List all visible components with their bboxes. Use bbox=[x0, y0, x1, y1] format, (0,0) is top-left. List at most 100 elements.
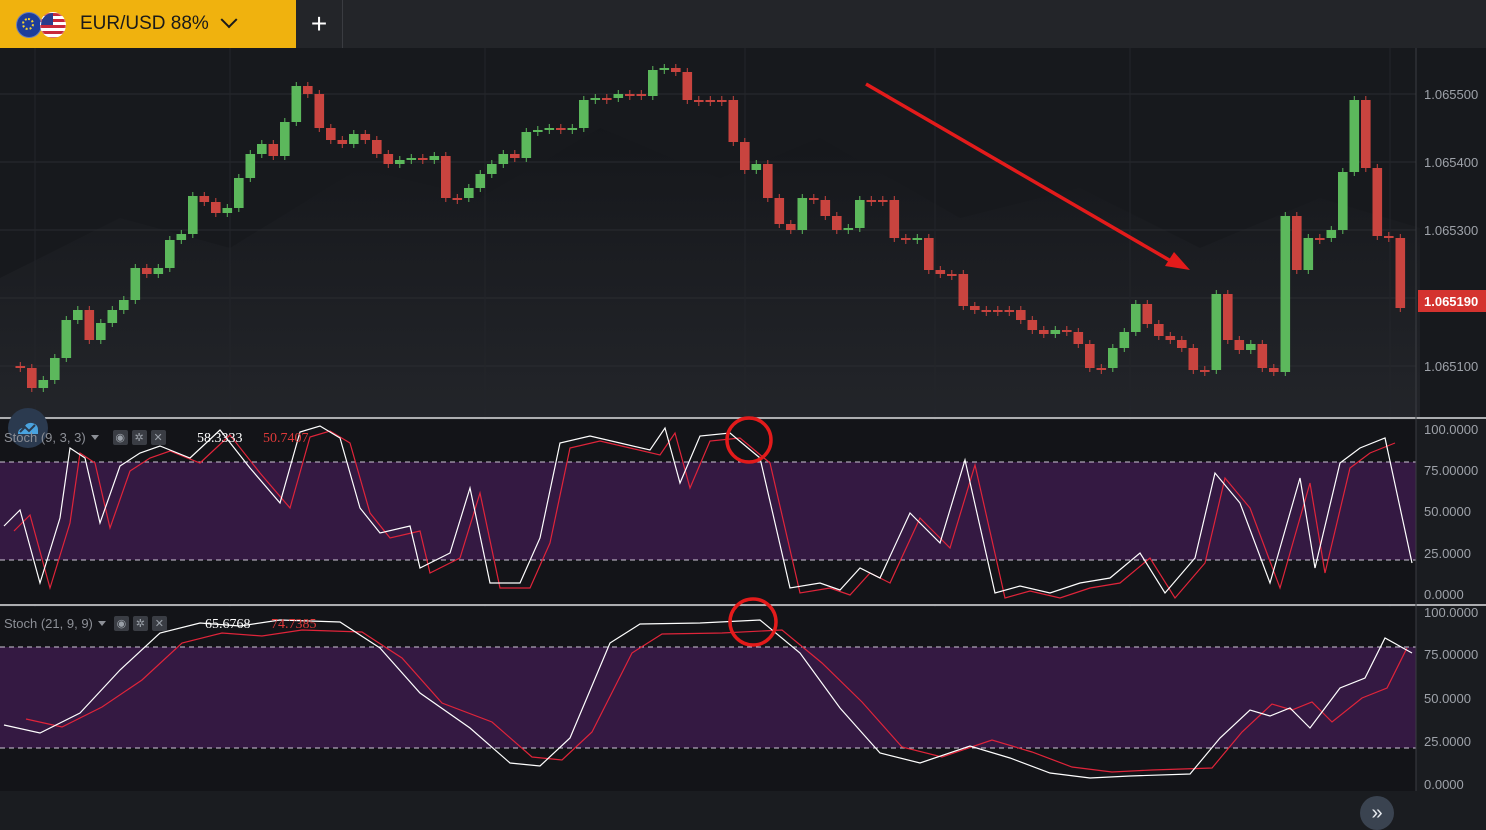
stoch2-tick-label: 100.0000 bbox=[1424, 605, 1478, 620]
candle-body bbox=[717, 100, 727, 102]
stoch1-tick-label: 0.0000 bbox=[1424, 587, 1464, 602]
candle-body bbox=[372, 140, 382, 154]
candle-body bbox=[1384, 236, 1394, 238]
candle-body bbox=[268, 144, 279, 156]
stoch1-tick-label: 50.0000 bbox=[1424, 504, 1471, 519]
candle-body bbox=[843, 228, 854, 230]
candle-body bbox=[855, 200, 865, 228]
chart-canvas[interactable]: 1.065500 1.065400 1.065300 1.065100 100.0000… bbox=[0, 48, 1486, 792]
top-bar: EUR/USD 88% + bbox=[0, 0, 1486, 49]
candle-body bbox=[360, 134, 371, 140]
add-asset-button[interactable]: + bbox=[296, 0, 343, 48]
candle-body bbox=[314, 94, 325, 128]
candle-body bbox=[153, 268, 164, 274]
stoch2-header[interactable]: Stoch (21, 9, 9) ◉ ✲ ✕ bbox=[4, 616, 167, 631]
stoch2-k-line bbox=[3, 619, 1413, 779]
candle-body bbox=[602, 98, 612, 100]
eye-icon[interactable]: ◉ bbox=[112, 430, 128, 445]
candle-body bbox=[464, 188, 474, 198]
cloud-logo-icon[interactable] bbox=[8, 408, 48, 448]
candle-body bbox=[234, 178, 244, 208]
candle-body bbox=[1372, 168, 1383, 236]
candle-body bbox=[958, 274, 969, 306]
asset-tab[interactable]: EUR/USD 88% bbox=[0, 0, 296, 48]
candle-body bbox=[15, 366, 26, 368]
gear-icon[interactable]: ✲ bbox=[131, 430, 147, 445]
candle-body bbox=[832, 216, 842, 230]
candle-body bbox=[625, 94, 635, 96]
candle-body bbox=[498, 154, 509, 164]
candle-body bbox=[337, 140, 348, 144]
candle-body bbox=[199, 196, 210, 202]
candle-body bbox=[142, 268, 152, 274]
candle-body bbox=[1050, 330, 1061, 334]
candle-body bbox=[521, 132, 532, 158]
chevron-down-icon[interactable] bbox=[220, 11, 238, 29]
candle-body bbox=[912, 238, 923, 240]
stoch1-d-value: 50.7407 bbox=[263, 431, 309, 446]
candle-body bbox=[981, 310, 992, 312]
candle-body bbox=[970, 306, 980, 310]
candle-body bbox=[1246, 344, 1256, 350]
candle-body bbox=[38, 380, 49, 388]
candle-body bbox=[901, 238, 911, 240]
candle-body bbox=[27, 368, 37, 388]
candle-body bbox=[728, 100, 739, 142]
candle-body bbox=[475, 174, 486, 188]
asset-label: EUR/USD 88% bbox=[80, 13, 209, 34]
candle-body bbox=[1326, 230, 1337, 238]
candle-body bbox=[1131, 304, 1141, 332]
eye-icon[interactable]: ◉ bbox=[113, 616, 129, 631]
stoch2-highlight-circle bbox=[728, 597, 778, 647]
stoch1-d-line bbox=[13, 430, 1396, 600]
candle-body bbox=[1395, 238, 1406, 308]
stoch2-d-line bbox=[25, 629, 1408, 773]
candle-body bbox=[1349, 100, 1360, 172]
candle-body bbox=[510, 154, 520, 158]
stoch2-tick-label: 75.00000 bbox=[1424, 647, 1478, 662]
stoch1-label: Stoch (9, 3, 3) bbox=[4, 430, 86, 445]
chevron-down-icon[interactable] bbox=[97, 621, 106, 626]
candle-body bbox=[866, 200, 877, 202]
candle-body bbox=[889, 200, 900, 238]
gear-icon[interactable]: ✲ bbox=[132, 616, 148, 631]
candle-body bbox=[579, 100, 589, 128]
chevron-down-icon[interactable] bbox=[90, 435, 99, 440]
candle-body bbox=[50, 358, 60, 380]
candle-body bbox=[786, 224, 796, 230]
candle-body bbox=[809, 198, 819, 200]
candle-body bbox=[84, 310, 95, 340]
candle-body bbox=[1280, 216, 1291, 372]
candle-body bbox=[1073, 332, 1084, 344]
candle-body bbox=[694, 100, 704, 102]
stoch1-highlight-circle bbox=[725, 416, 773, 464]
stoch1-tick-label: 75.00000 bbox=[1424, 463, 1478, 478]
candle-body bbox=[1027, 320, 1038, 330]
candle-body bbox=[636, 94, 647, 96]
candle-body bbox=[705, 100, 716, 102]
price-tick-label: 1.065400 bbox=[1424, 155, 1478, 170]
candle-body bbox=[993, 310, 1003, 312]
candle-body bbox=[1361, 100, 1371, 168]
candle-body bbox=[1039, 330, 1049, 334]
double-chevron-right-icon[interactable]: » bbox=[1360, 796, 1394, 830]
candle-body bbox=[326, 128, 336, 140]
candle-body bbox=[556, 128, 566, 130]
candle-body bbox=[395, 160, 405, 164]
chart-area[interactable]: 1.065500 1.065400 1.065300 1.065100 100.0000… bbox=[0, 48, 1486, 830]
close-icon[interactable]: ✕ bbox=[150, 430, 166, 445]
candle-body bbox=[1142, 304, 1153, 324]
candle-body bbox=[924, 238, 934, 270]
candle-body bbox=[1257, 344, 1268, 368]
candle-body bbox=[1062, 330, 1072, 332]
price-axis[interactable]: 1.065500 1.065400 1.065300 1.065100 100.0000… bbox=[1424, 87, 1478, 792]
current-price-tag bbox=[1418, 290, 1486, 312]
candle-body bbox=[303, 86, 313, 94]
trend-arrow bbox=[865, 82, 1177, 266]
candle-body bbox=[1338, 172, 1348, 230]
candle-body bbox=[1096, 368, 1107, 370]
us-flag-icon bbox=[40, 12, 66, 38]
close-icon[interactable]: ✕ bbox=[151, 616, 167, 631]
price-tick-label: 1.065100 bbox=[1424, 359, 1478, 374]
stoch1-header[interactable]: Stoch (9, 3, 3) ◉ ✲ ✕ bbox=[4, 430, 166, 445]
